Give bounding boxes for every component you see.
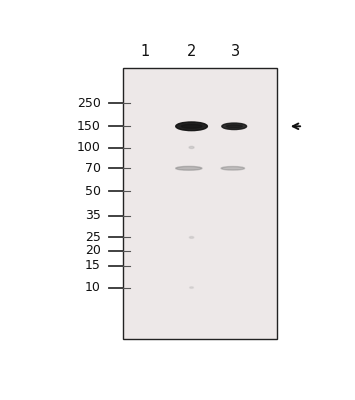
Text: 100: 100 bbox=[77, 142, 101, 154]
Text: 70: 70 bbox=[85, 162, 101, 175]
Text: 1: 1 bbox=[140, 44, 149, 59]
Text: 3: 3 bbox=[231, 44, 240, 59]
Text: 2: 2 bbox=[187, 44, 196, 59]
Text: 15: 15 bbox=[85, 259, 101, 272]
Text: 150: 150 bbox=[77, 120, 101, 133]
Text: 10: 10 bbox=[85, 281, 101, 294]
Ellipse shape bbox=[222, 123, 247, 130]
Ellipse shape bbox=[190, 287, 193, 288]
Ellipse shape bbox=[176, 122, 207, 131]
Ellipse shape bbox=[226, 125, 242, 128]
Ellipse shape bbox=[221, 166, 245, 170]
Text: 35: 35 bbox=[85, 209, 101, 222]
Ellipse shape bbox=[176, 166, 202, 170]
Text: 25: 25 bbox=[85, 231, 101, 244]
Ellipse shape bbox=[181, 124, 202, 128]
Text: 20: 20 bbox=[85, 244, 101, 258]
Bar bbox=[123, 68, 277, 339]
Ellipse shape bbox=[189, 146, 194, 148]
Ellipse shape bbox=[189, 236, 194, 238]
Text: 250: 250 bbox=[77, 97, 101, 110]
Text: 50: 50 bbox=[85, 185, 101, 198]
